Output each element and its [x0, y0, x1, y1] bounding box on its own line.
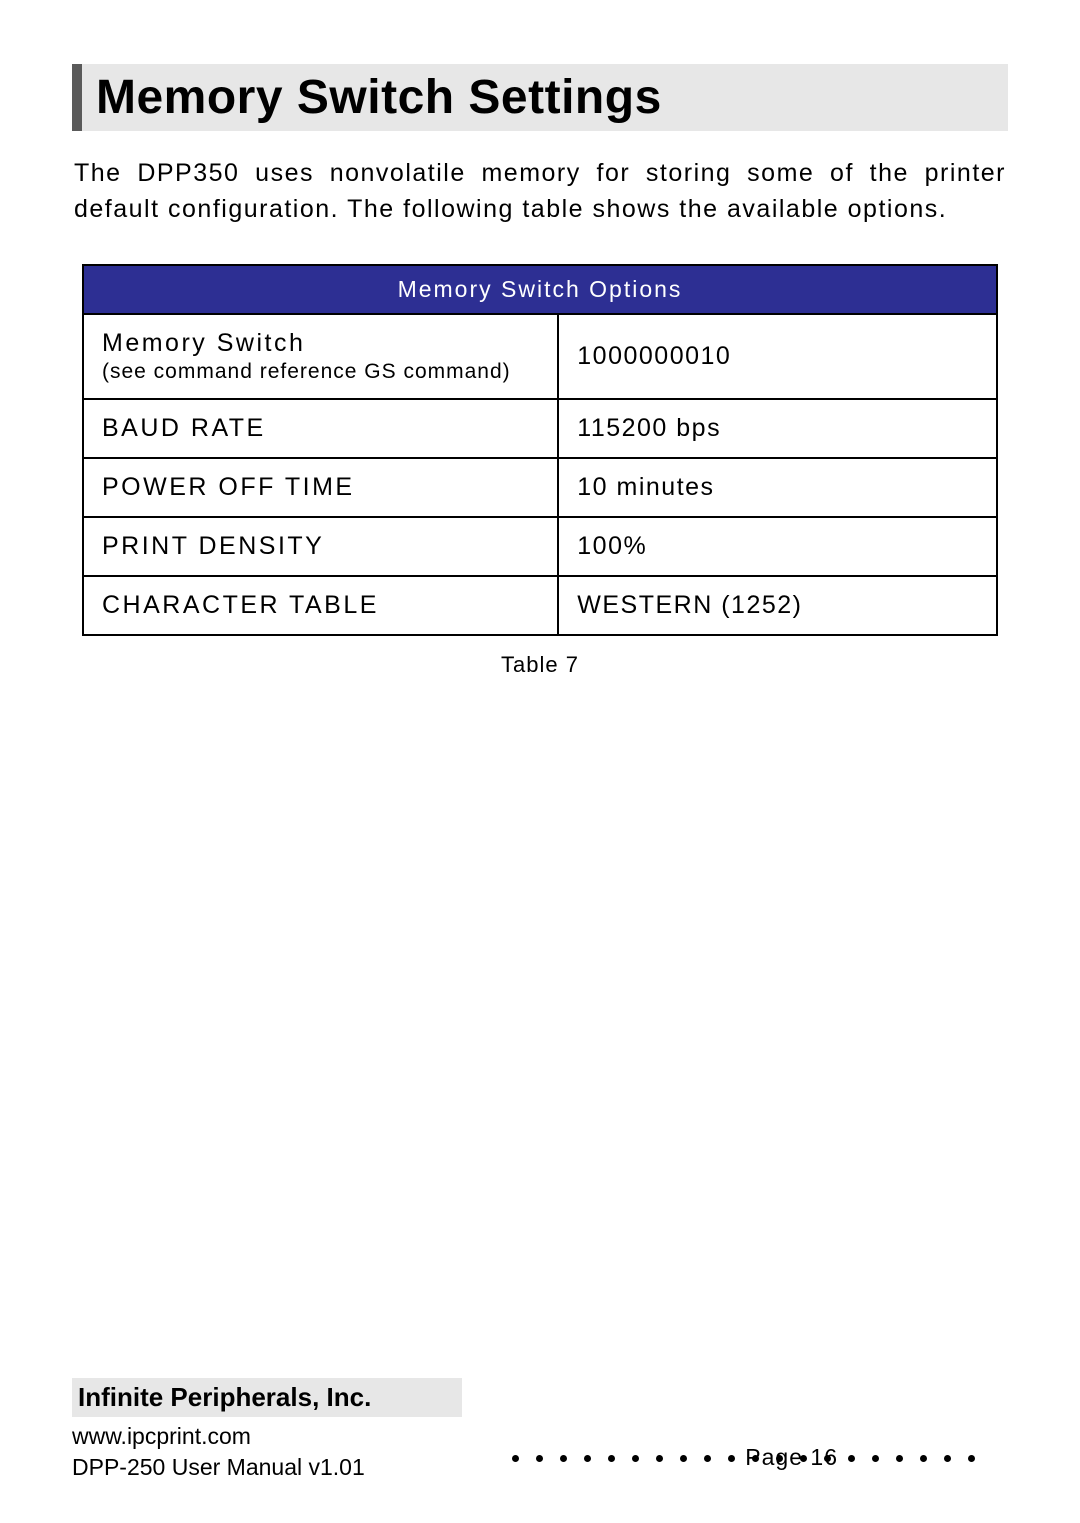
page-title: Memory Switch Settings [96, 70, 1008, 125]
row-value: 115200 bps [558, 399, 997, 458]
footer-manual: DPP-250 User Manual v1.01 [72, 1452, 1008, 1483]
row-label: Memory Switch (see command reference GS … [83, 314, 558, 399]
row-label: BAUD RATE [83, 399, 558, 458]
row-label-sub: (see command reference GS command) [102, 360, 539, 384]
intro-paragraph: The DPP350 uses nonvolatile memory for s… [72, 155, 1008, 228]
page-root: Memory Switch Settings The DPP350 uses n… [0, 0, 1080, 1523]
row-label-main: POWER OFF TIME [102, 473, 539, 502]
row-label: POWER OFF TIME [83, 458, 558, 517]
row-label: PRINT DENSITY [83, 517, 558, 576]
footer-lines: www.ipcprint.com DPP-250 User Manual v1.… [72, 1421, 1008, 1483]
table-container: Memory Switch Options Memory Switch (see… [82, 264, 998, 678]
row-value: 10 minutes [558, 458, 997, 517]
table-row: PRINT DENSITY 100% [83, 517, 997, 576]
row-label-main: CHARACTER TABLE [102, 591, 539, 620]
page-number: Page 16 [745, 1444, 838, 1471]
row-label-main: Memory Switch [102, 329, 539, 358]
title-bar: Memory Switch Settings [72, 64, 1008, 131]
row-label: CHARACTER TABLE [83, 576, 558, 635]
table-row: POWER OFF TIME 10 minutes [83, 458, 997, 517]
footer-url: www.ipcprint.com [72, 1421, 1008, 1452]
row-label-main: PRINT DENSITY [102, 532, 539, 561]
table-caption: Table 7 [82, 652, 998, 678]
row-value: 100% [558, 517, 997, 576]
footer-company-bar: Infinite Peripherals, Inc. [72, 1378, 462, 1417]
row-value: WESTERN (1252) [558, 576, 997, 635]
memory-switch-table: Memory Switch Options Memory Switch (see… [82, 264, 998, 636]
table-row: CHARACTER TABLE WESTERN (1252) [83, 576, 997, 635]
table-header: Memory Switch Options [83, 265, 997, 314]
row-label-main: BAUD RATE [102, 414, 539, 443]
page-footer: Infinite Peripherals, Inc. www.ipcprint.… [72, 1378, 1008, 1483]
table-row: Memory Switch (see command reference GS … [83, 314, 997, 399]
footer-company: Infinite Peripherals, Inc. [78, 1382, 371, 1412]
table-row: BAUD RATE 115200 bps [83, 399, 997, 458]
row-value: 1000000010 [558, 314, 997, 399]
